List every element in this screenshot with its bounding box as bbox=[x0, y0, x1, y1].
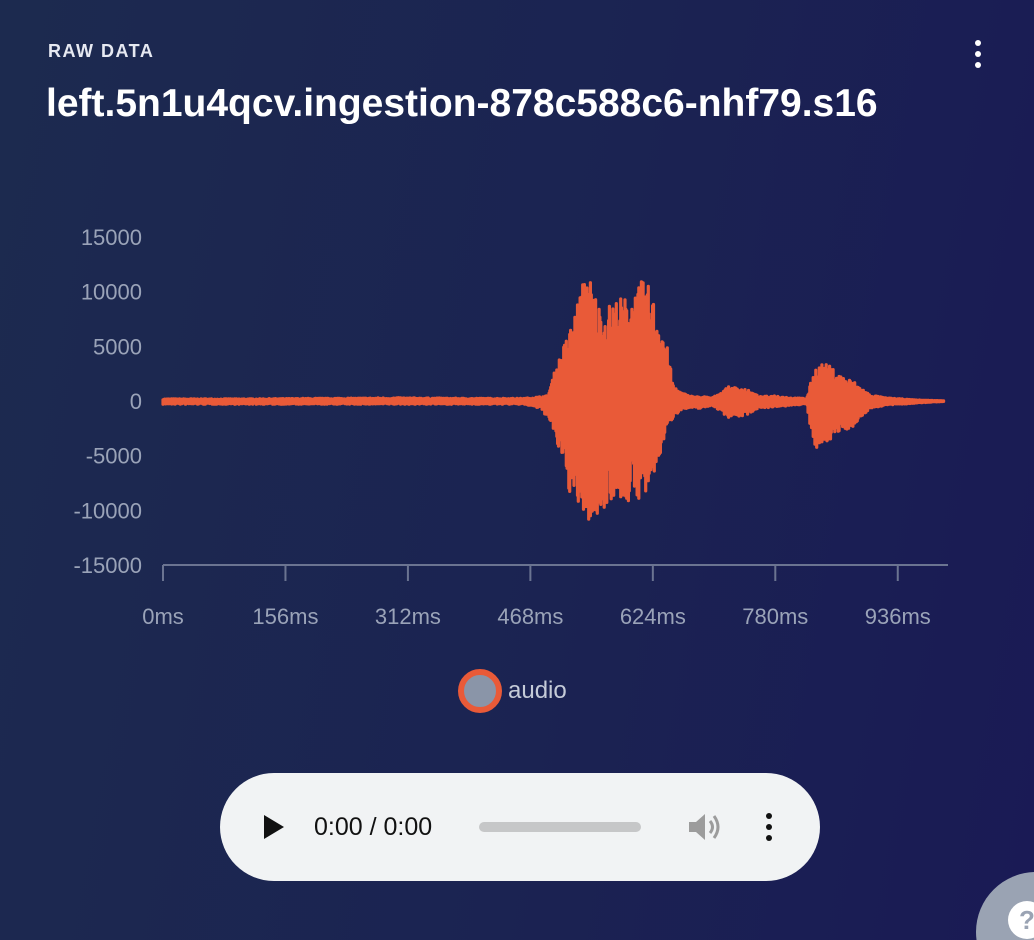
y-tick-label: 10000 bbox=[81, 280, 142, 305]
waveform-series bbox=[161, 280, 946, 521]
question-mark-icon: ? bbox=[1008, 901, 1034, 939]
legend-swatch bbox=[458, 669, 502, 713]
player-menu-icon[interactable] bbox=[764, 813, 774, 841]
help-button[interactable]: ? bbox=[976, 872, 1034, 940]
y-tick-label: 0 bbox=[130, 389, 142, 414]
y-axis-ticks: 15000 10000 5000 0 -5000 -10000 -15000 bbox=[73, 225, 142, 578]
waveform-audio-line bbox=[161, 280, 946, 521]
y-tick-label: -5000 bbox=[86, 444, 142, 469]
waveform-chart: 15000 10000 5000 0 -5000 -10000 -15000 0ms 156m… bbox=[73, 225, 948, 629]
card-menu-icon[interactable] bbox=[966, 40, 990, 68]
y-tick-label: 5000 bbox=[93, 334, 142, 359]
x-tick-label: 624ms bbox=[620, 604, 686, 629]
x-tick-label: 780ms bbox=[742, 604, 808, 629]
play-icon[interactable] bbox=[264, 815, 286, 841]
volume-icon[interactable] bbox=[687, 811, 723, 843]
legend-label: audio bbox=[508, 677, 567, 704]
seek-bar[interactable] bbox=[479, 822, 641, 832]
section-label: RAW DATA bbox=[48, 41, 155, 61]
x-tick-label: 312ms bbox=[375, 604, 441, 629]
legend-item-audio[interactable]: audio bbox=[458, 668, 567, 714]
y-tick-label: -15000 bbox=[73, 553, 142, 578]
audio-player: 0:00 / 0:00 bbox=[220, 773, 820, 881]
x-tick-label: 156ms bbox=[252, 604, 318, 629]
x-tick-label: 468ms bbox=[497, 604, 563, 629]
playback-time: 0:00 / 0:00 bbox=[314, 813, 433, 841]
x-axis-ticks: 0ms 156ms 312ms 468ms 624ms 780ms 936ms bbox=[142, 565, 931, 629]
y-tick-label: -10000 bbox=[73, 498, 142, 523]
y-tick-label: 15000 bbox=[81, 225, 142, 250]
x-tick-label: 936ms bbox=[865, 604, 931, 629]
sample-title: left.5n1u4qcv.ingestion-878c588c6-nhf79.… bbox=[46, 82, 878, 125]
x-tick-label: 0ms bbox=[142, 604, 184, 629]
svg-text:?: ? bbox=[1019, 905, 1034, 935]
